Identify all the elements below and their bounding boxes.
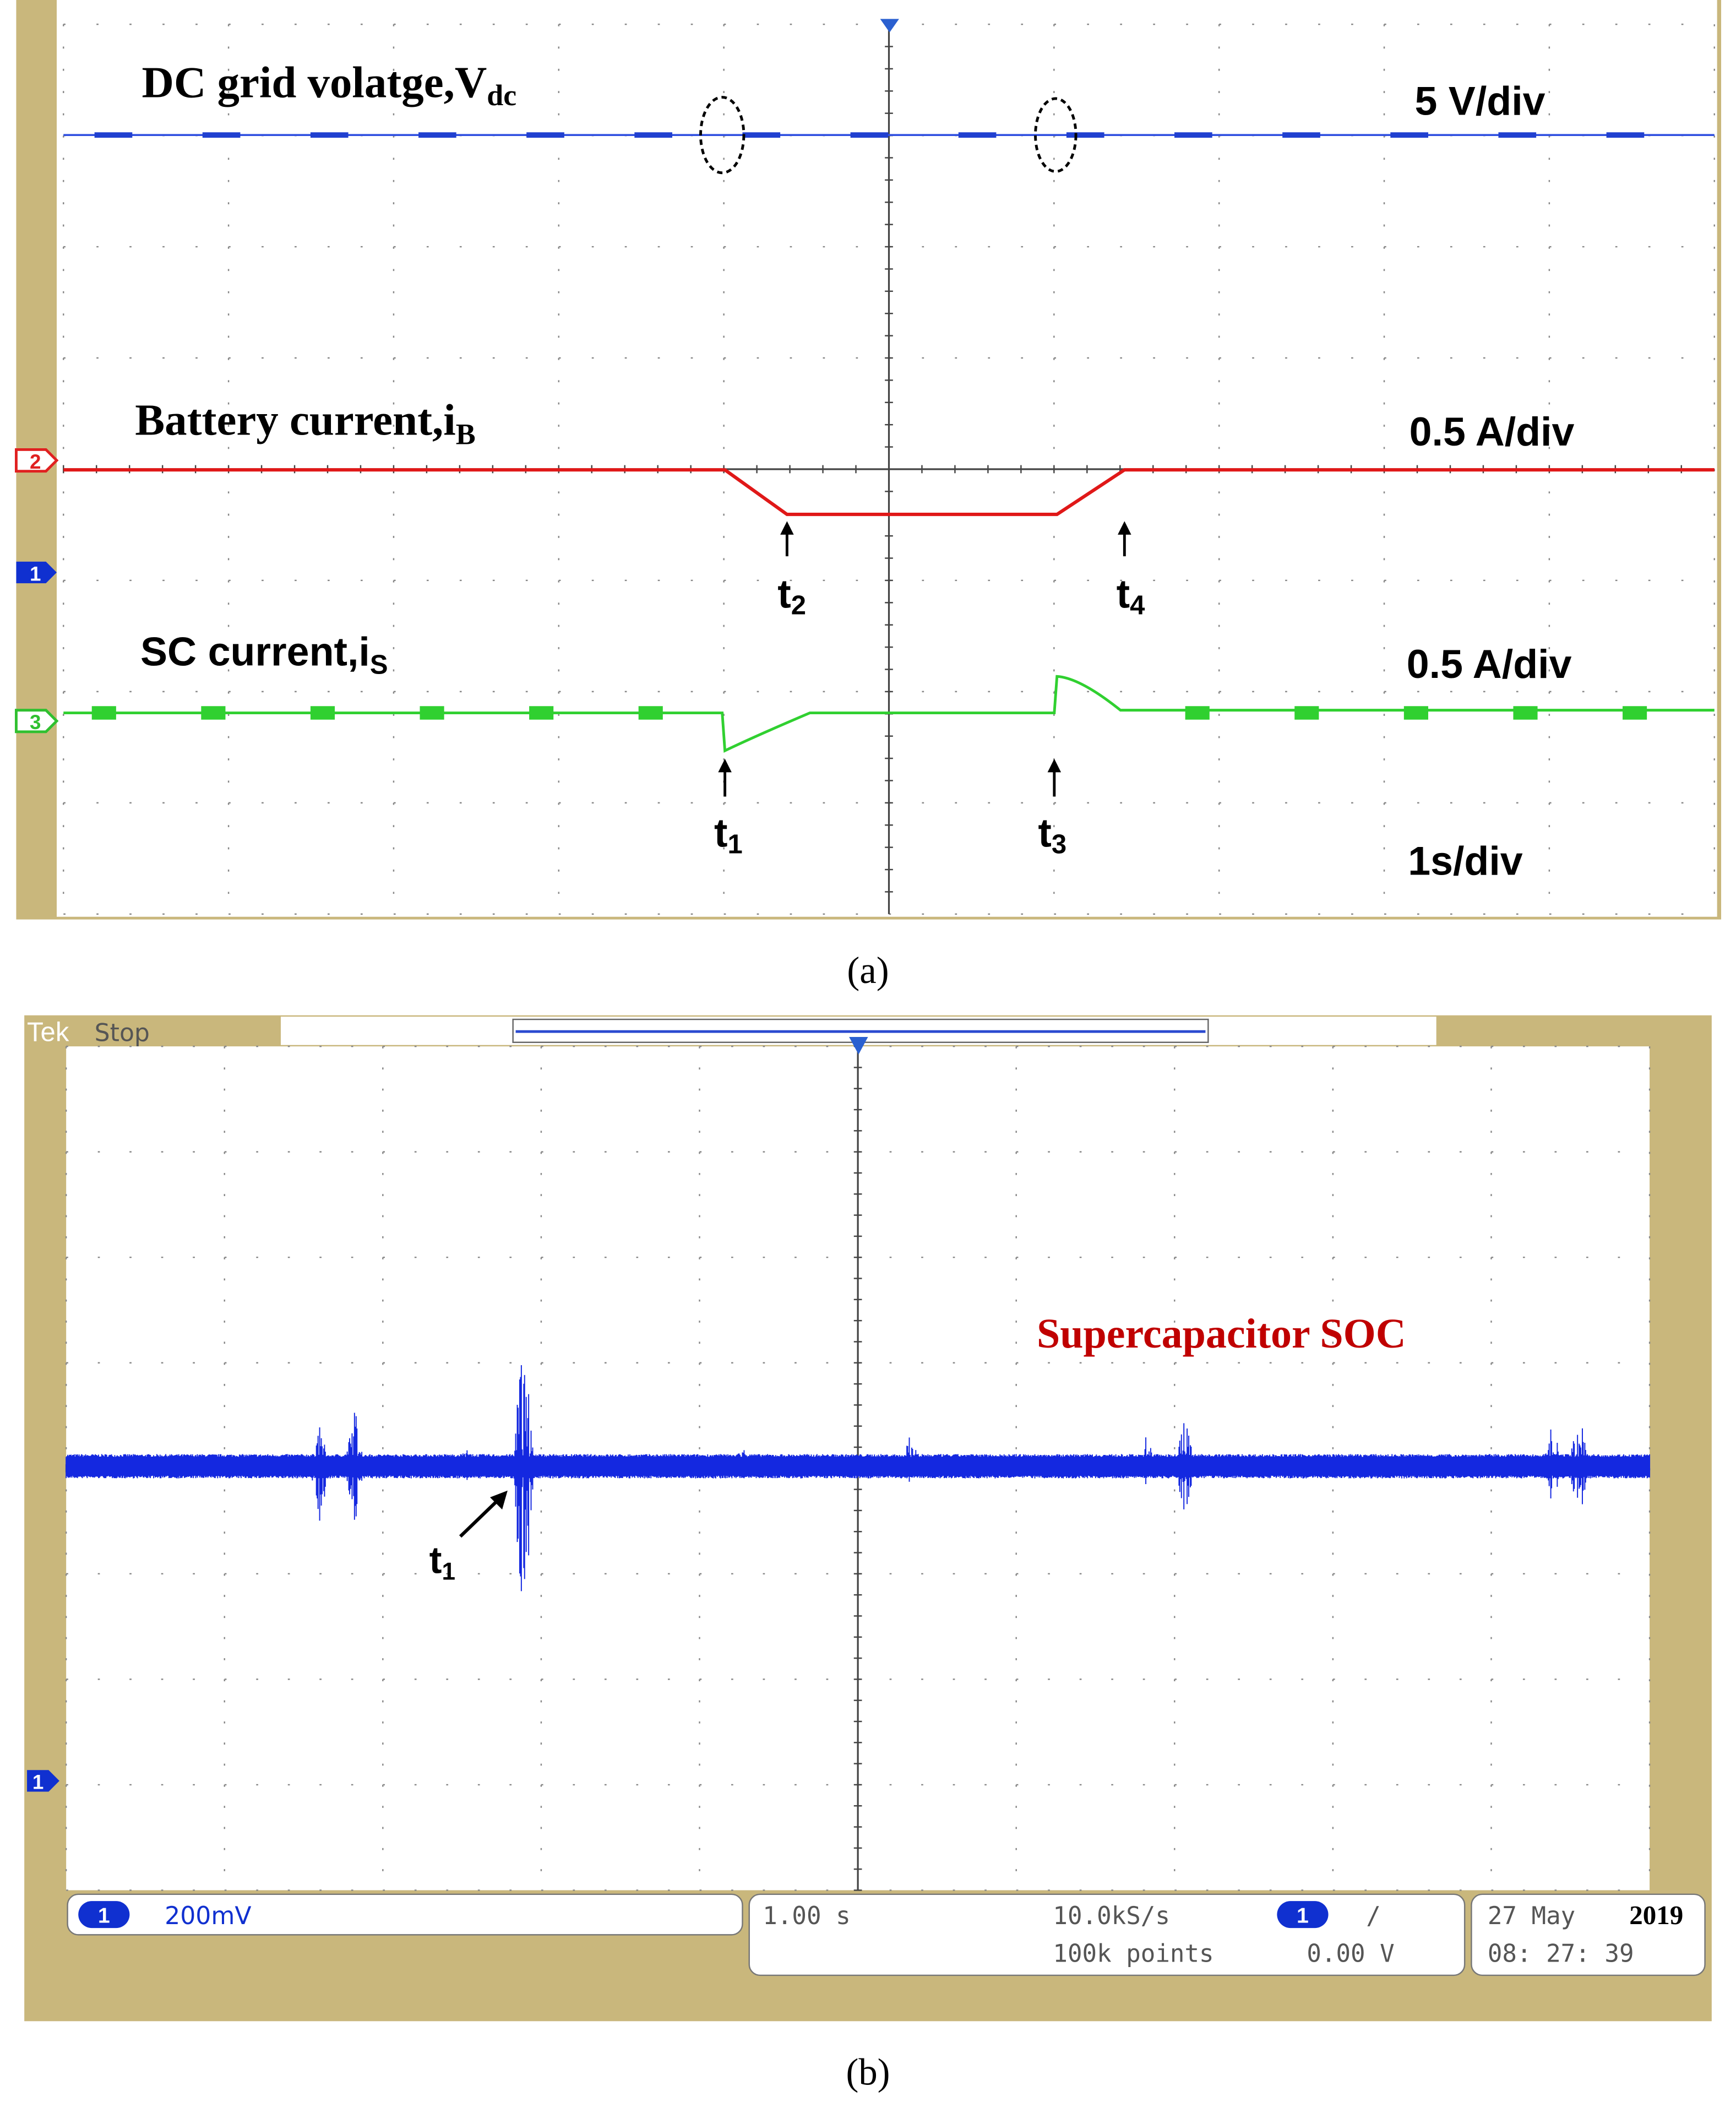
trigger-level: 0.00 V [1307,1940,1394,1968]
highlight-ellipse [699,96,745,175]
marker-text: t [777,571,791,616]
status-volts: 200mV [165,1902,251,1930]
is-trace-mark [310,706,335,720]
channel-label: 3 [30,711,41,734]
channel-markers: 2 1 3 [14,19,899,734]
time-marker: t1 [714,810,743,859]
marker-subscript: 1 [727,830,742,860]
label-subscript: B [456,418,476,451]
status-points: 100k points [1053,1940,1213,1968]
is-trace-mark [420,706,444,720]
is-trace-mark [201,706,226,720]
scale-label: 5 V/div [1414,78,1545,123]
is-trace-mark [1185,706,1210,720]
marker-subscript: 3 [1052,830,1066,860]
marker-subscript: 4 [1130,591,1145,621]
is-trace-mark [91,706,116,720]
is-trace-mark [1513,706,1538,720]
time-markers [718,521,1131,797]
label-text: SC current,i [140,629,370,675]
label-text: Battery current,i [135,395,456,444]
traces [63,132,1715,753]
time-marker: t4 [1117,571,1145,620]
marker-text: t [429,1539,442,1581]
status-box [67,1893,743,1936]
trace-title: DC grid volatge,Vdc [142,58,516,112]
trace-title: Battery current,iB [135,395,475,450]
marker-subscript: 1 [442,1558,456,1585]
caption: (a) [847,949,889,991]
status-timebase: 1.00 s [763,1902,850,1930]
status-date: 27 May [1488,1902,1575,1930]
traces [66,1365,1651,1591]
brand: Tek [27,1017,69,1047]
time-marker: t2 [777,571,806,620]
marker-arrow [459,1490,508,1538]
marker-text: t [1038,810,1052,855]
label-subscript: dc [487,79,516,112]
status-box [1471,1893,1706,1976]
ib-trace [63,468,1715,517]
trace-title: SC current,iS [140,629,388,680]
caption: (b) [846,2051,890,2093]
marker-text: t [714,810,728,855]
status-channel: 1 [98,1903,110,1927]
is-trace-mark [1403,706,1428,720]
channel-marker [27,1770,59,1792]
is-trace [63,675,1715,753]
label-text: DC grid volatge,V [142,58,487,107]
channel-badge [1277,1901,1329,1929]
is-trace-mark [1294,706,1319,720]
channel-label: 1 [30,562,41,585]
is-trace-mark [638,706,663,720]
marker-text: t [1117,571,1130,616]
channel-label: 2 [30,450,41,473]
soc-trace [66,1365,1651,1591]
label-subscript: S [370,650,388,680]
scale-label: 0.5 A/div [1407,641,1572,687]
trace-title: Supercapacitor SOC [1037,1311,1406,1357]
trigger-channel: 1 [1297,1903,1309,1927]
channel-label: 1 [32,1771,43,1794]
status-year: 2019 [1629,1900,1683,1930]
is-trace-mark [1623,706,1647,720]
channel-badge [78,1901,130,1929]
scope-screen [56,0,1717,917]
status-time: 08: 27: 39 [1488,1940,1634,1968]
trigger-marker [849,1036,868,1055]
trigger-slope: / [1366,1902,1381,1930]
status-rate: 10.0kS/s [1053,1902,1170,1930]
acq-state: Stop [95,1019,150,1047]
marker-subscript: 2 [791,591,806,621]
time-marker: t1 [429,1539,455,1585]
scale-label: 1s/div [1408,838,1523,884]
scale-label: 0.5 A/div [1410,409,1575,454]
is-trace-mark [529,706,554,720]
highlight-ellipse [1034,97,1077,173]
time-marker: t3 [1038,810,1066,859]
